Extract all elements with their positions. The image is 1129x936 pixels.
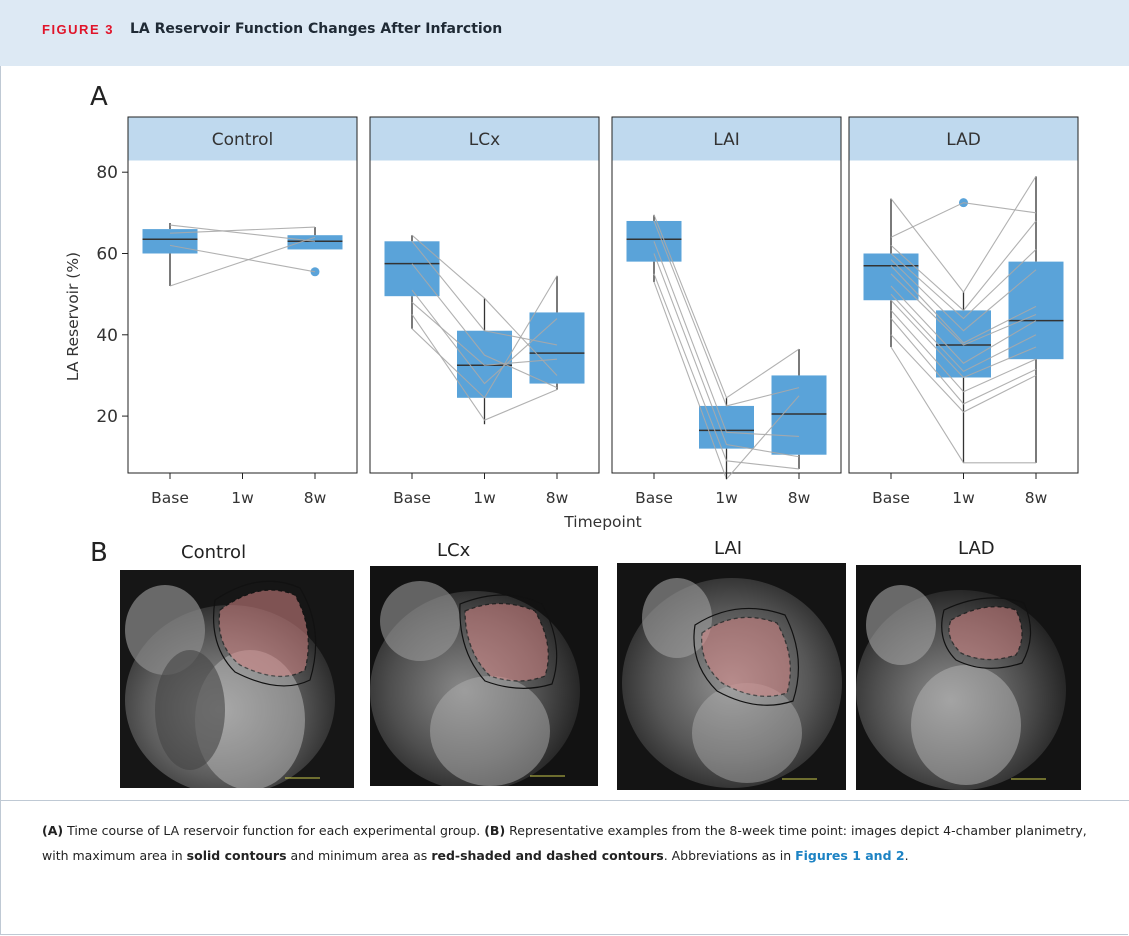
- x-tick-label-lcx-base: Base: [393, 489, 431, 507]
- caption-bold-dashed: red-shaded and dashed contours: [431, 848, 664, 863]
- x-tick-label-lad-1w: 1w: [952, 489, 975, 507]
- subject-line-lai: [653, 273, 800, 470]
- subject-line-lcx: [411, 234, 558, 376]
- subject-line-control: [169, 236, 316, 287]
- caption-a-text: Time course of LA reservoir function for…: [63, 823, 485, 838]
- subject-line-lad: [890, 310, 1037, 393]
- x-tick-label-control-base: Base: [151, 489, 189, 507]
- panel-b-label: B: [90, 538, 108, 568]
- image-label-lai: LAI: [714, 538, 743, 559]
- box-plot-chart: Control Base 1w 8w LCx Base 1w 8w LAI Base 1w 8w LAD…: [64, 116, 1079, 531]
- subject-line-lad: [890, 249, 1037, 320]
- subject-line-lad: [890, 299, 1037, 379]
- caption-figures-link[interactable]: Figures 1 and 2: [795, 848, 905, 863]
- subject-line-lad: [890, 318, 1037, 405]
- facet-strip-lcx: [370, 117, 599, 161]
- y-tick-label-40: 40: [96, 326, 118, 346]
- x-tick-label-lcx-1w: 1w: [473, 489, 496, 507]
- x-tick-label-lai-8w: 8w: [788, 489, 811, 507]
- subject-line-lad: [890, 273, 1037, 346]
- facet-title-lai: LAI: [713, 130, 740, 150]
- x-tick-label-lad-base: Base: [872, 489, 910, 507]
- subject-line-control: [169, 224, 316, 242]
- x-tick-label-control-1w: 1w: [231, 489, 254, 507]
- subject-line-control: [169, 226, 316, 234]
- facet-panel-control: [127, 116, 358, 474]
- facet-title-lad: LAD: [946, 130, 981, 150]
- x-tick-label-lad-8w: 8w: [1025, 489, 1048, 507]
- caption-b-text: Representative examples from the 8-week …: [42, 823, 1087, 863]
- subject-line-lcx: [411, 301, 558, 366]
- subject-line-lai: [653, 241, 800, 437]
- caption-end-text: . Abbreviations as in: [663, 848, 796, 863]
- subject-line-lad: [890, 202, 1037, 238]
- subject-line-lad: [890, 265, 1037, 344]
- image-label-control: Control: [181, 542, 247, 563]
- subject-line-lcx: [411, 314, 558, 421]
- mri-image-lai: [617, 563, 846, 790]
- x-tick-label-lai-base: Base: [635, 489, 673, 507]
- caption-final-text: .: [904, 848, 909, 863]
- figure-caption: (A) Time course of LA reservoir function…: [42, 818, 1102, 868]
- subject-line-lai: [653, 253, 800, 458]
- image-label-lad: LAD: [958, 538, 995, 559]
- subject-line-lad: [890, 346, 1036, 464]
- figure-label: FIGURE 3: [42, 22, 114, 37]
- y-axis-title: LA Reservoir (%): [64, 252, 82, 381]
- box-control-8w: [287, 235, 343, 250]
- subject-line-lad: [890, 259, 1037, 332]
- y-tick-label-20: 20: [96, 407, 118, 427]
- subject-line-control: [169, 244, 316, 273]
- facet-strip-control: [128, 117, 357, 161]
- caption-mid-text: and minimum area as: [286, 848, 432, 863]
- facet-strip-lai: [612, 117, 841, 161]
- subject-line-lad: [890, 220, 1037, 312]
- subject-line-lad: [890, 175, 1037, 294]
- y-tick-label-60: 60: [96, 244, 118, 264]
- mri-image-lad: [856, 565, 1081, 790]
- box-lai-8w: [771, 375, 827, 455]
- mri-image-control: [120, 570, 354, 788]
- box-lcx-8w: [529, 312, 585, 384]
- x-tick-label-lcx-8w: 8w: [546, 489, 569, 507]
- subject-line-lad: [890, 285, 1037, 364]
- facet-title-lcx: LCx: [469, 130, 500, 150]
- subject-line-lcx: [411, 275, 558, 399]
- x-axis-title: Timepoint: [563, 513, 641, 531]
- box-lad-8w: [1008, 261, 1064, 360]
- subject-line-lcx: [411, 289, 558, 385]
- caption-bold-solid: solid contours: [186, 848, 287, 863]
- subject-line-lad: [890, 293, 1037, 373]
- subject-line-lcx: [411, 263, 558, 389]
- subject-line-lai: [653, 220, 800, 407]
- caption-b-label: (B): [484, 823, 506, 838]
- y-tick-label-80: 80: [96, 163, 118, 183]
- image-label-lcx: LCx: [437, 540, 471, 561]
- subject-line-lai: [653, 214, 800, 399]
- facet-title-control: Control: [212, 130, 273, 150]
- x-tick-label-control-8w: 8w: [304, 489, 327, 507]
- panel-a-label: A: [90, 82, 108, 112]
- mri-image-lcx: [370, 566, 598, 786]
- figure-title: LA Reservoir Function Changes After Infa…: [130, 21, 503, 37]
- subject-line-lad: [890, 334, 1037, 413]
- facet-strip-lad: [849, 117, 1078, 161]
- figure-header: FIGURE 3 LA Reservoir Function Changes A…: [0, 0, 1129, 66]
- caption-a-label: (A): [42, 823, 64, 838]
- x-tick-label-lai-1w: 1w: [715, 489, 738, 507]
- box-lad-1w: [936, 310, 991, 378]
- caption-divider: [0, 800, 1129, 801]
- subject-line-lai: [653, 281, 800, 481]
